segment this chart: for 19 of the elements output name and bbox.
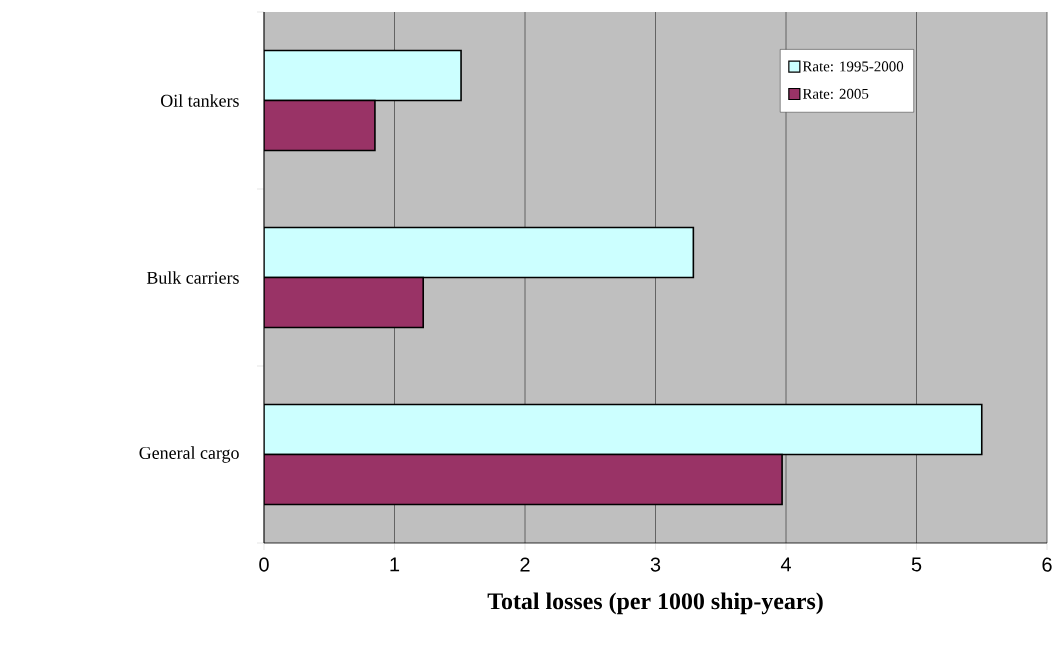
x-axis-title: Total losses (per 1000 ship-years) xyxy=(487,592,823,615)
y-tick-label: Bulk carriers xyxy=(146,271,239,284)
x-tick-label: 5 xyxy=(911,557,922,572)
y-tick-label: Oil tankers xyxy=(161,94,239,107)
legend-label: Rate: 1995-2000 xyxy=(802,61,904,72)
x-tick-label: 0 xyxy=(259,557,269,572)
y-tick-label: General cargo xyxy=(139,446,239,463)
bar xyxy=(264,403,983,456)
x-tick-label: 3 xyxy=(650,557,661,572)
bar xyxy=(264,49,462,102)
bar xyxy=(264,276,425,329)
bar xyxy=(264,453,783,506)
x-tick-label: 6 xyxy=(1042,557,1052,572)
x-tick-label: 1 xyxy=(390,557,400,572)
x-tick-label: 4 xyxy=(780,557,791,572)
legend-label: Rate: 2005 xyxy=(802,88,869,99)
bar xyxy=(264,99,376,152)
bar xyxy=(264,226,695,279)
x-tick-label: 2 xyxy=(520,557,530,572)
